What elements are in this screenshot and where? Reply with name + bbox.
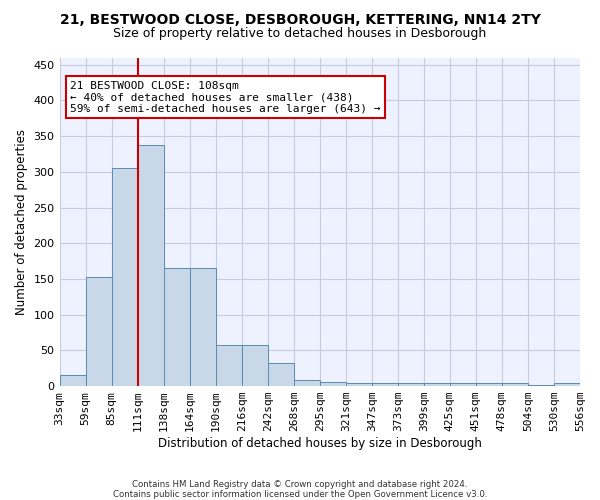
Text: Contains HM Land Registry data © Crown copyright and database right 2024.: Contains HM Land Registry data © Crown c…: [132, 480, 468, 489]
Text: 21 BESTWOOD CLOSE: 108sqm
← 40% of detached houses are smaller (438)
59% of semi: 21 BESTWOOD CLOSE: 108sqm ← 40% of detac…: [70, 80, 380, 114]
Bar: [190, 268, 215, 386]
Bar: [294, 380, 320, 386]
Bar: [372, 383, 398, 386]
Bar: [242, 346, 268, 386]
Bar: [320, 382, 346, 386]
Text: Contains public sector information licensed under the Open Government Licence v3: Contains public sector information licen…: [113, 490, 487, 499]
Bar: [476, 383, 502, 386]
Bar: [346, 383, 372, 386]
Bar: [137, 144, 164, 386]
Text: Size of property relative to detached houses in Desborough: Size of property relative to detached ho…: [113, 28, 487, 40]
X-axis label: Distribution of detached houses by size in Desborough: Distribution of detached houses by size …: [158, 437, 482, 450]
Bar: [502, 383, 528, 386]
Bar: [215, 346, 242, 386]
Bar: [268, 362, 294, 386]
Bar: [554, 383, 580, 386]
Text: 21, BESTWOOD CLOSE, DESBOROUGH, KETTERING, NN14 2TY: 21, BESTWOOD CLOSE, DESBOROUGH, KETTERIN…: [59, 12, 541, 26]
Y-axis label: Number of detached properties: Number of detached properties: [15, 129, 28, 315]
Bar: [398, 383, 424, 386]
Bar: [164, 268, 190, 386]
Bar: [450, 383, 476, 386]
Bar: [59, 376, 86, 386]
Bar: [86, 277, 112, 386]
Bar: [112, 168, 137, 386]
Bar: [424, 383, 450, 386]
